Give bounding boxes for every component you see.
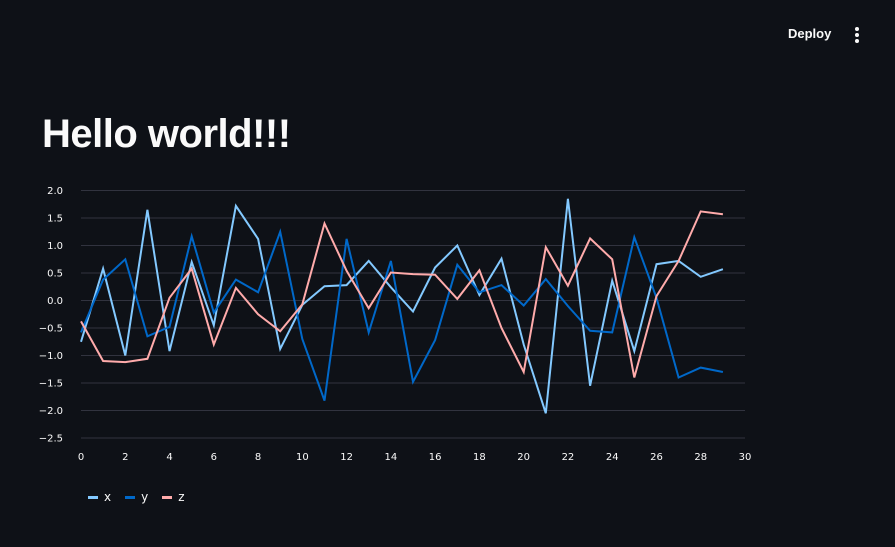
x-tick-label: 18 xyxy=(473,452,486,463)
x-tick-label: 4 xyxy=(166,452,172,463)
legend-label: x xyxy=(104,490,112,504)
line-chart[interactable]: 2.01.51.00.50.0−0.5−1.0−1.5−2.0−2.50 2 4 6 8… xyxy=(0,170,770,470)
legend-label: z xyxy=(178,490,185,504)
x-tick-label: 26 xyxy=(650,452,663,463)
x-tick-label: 22 xyxy=(562,452,575,463)
series-line-y xyxy=(80,228,724,401)
x-tick-label: 2 xyxy=(122,452,128,463)
y-tick-label: 1.0 xyxy=(47,241,63,252)
x-tick-label: 24 xyxy=(606,452,619,463)
x-tick-label: 6 xyxy=(211,452,217,463)
y-tick-label: −1.0 xyxy=(39,351,63,362)
deploy-button[interactable]: Deploy xyxy=(788,26,832,41)
legend-item-z[interactable]: z xyxy=(162,490,185,504)
x-tick-label: 14 xyxy=(384,452,397,463)
y-tick-label: 2.0 xyxy=(47,186,63,197)
x-tick-label: 0 xyxy=(78,452,84,463)
legend-swatch xyxy=(162,495,173,499)
y-tick-label: 0.0 xyxy=(47,296,63,307)
chart-legend: x y z xyxy=(88,490,185,504)
series-line-z xyxy=(80,210,724,378)
kebab-menu-icon[interactable] xyxy=(846,20,868,48)
y-tick-label: −0.5 xyxy=(39,324,63,335)
menu-dot xyxy=(855,39,859,43)
legend-item-x[interactable]: x xyxy=(88,490,111,504)
legend-swatch xyxy=(88,495,98,499)
x-tick-label: 30 xyxy=(739,452,752,463)
legend-label: y xyxy=(141,490,149,504)
page-title: Hello world!!! xyxy=(42,112,291,156)
x-tick-label: 16 xyxy=(429,452,442,463)
y-tick-label: 1.5 xyxy=(47,214,63,225)
menu-dot xyxy=(855,27,859,31)
x-tick-label: 8 xyxy=(255,452,261,463)
app-header: Deploy xyxy=(0,0,895,60)
menu-dot xyxy=(855,33,859,37)
series-line-x xyxy=(80,198,724,414)
legend-item-y[interactable]: y xyxy=(125,490,148,504)
x-tick-label: 20 xyxy=(517,452,530,463)
x-tick-label: 28 xyxy=(694,452,707,463)
y-tick-label: 0.5 xyxy=(47,269,63,280)
y-tick-label: −2.0 xyxy=(39,406,63,417)
x-tick-label: 12 xyxy=(340,452,353,463)
y-tick-label: −2.5 xyxy=(39,434,63,445)
legend-swatch xyxy=(125,495,136,499)
y-tick-label: −1.5 xyxy=(39,379,63,390)
x-tick-label: 10 xyxy=(296,452,309,463)
